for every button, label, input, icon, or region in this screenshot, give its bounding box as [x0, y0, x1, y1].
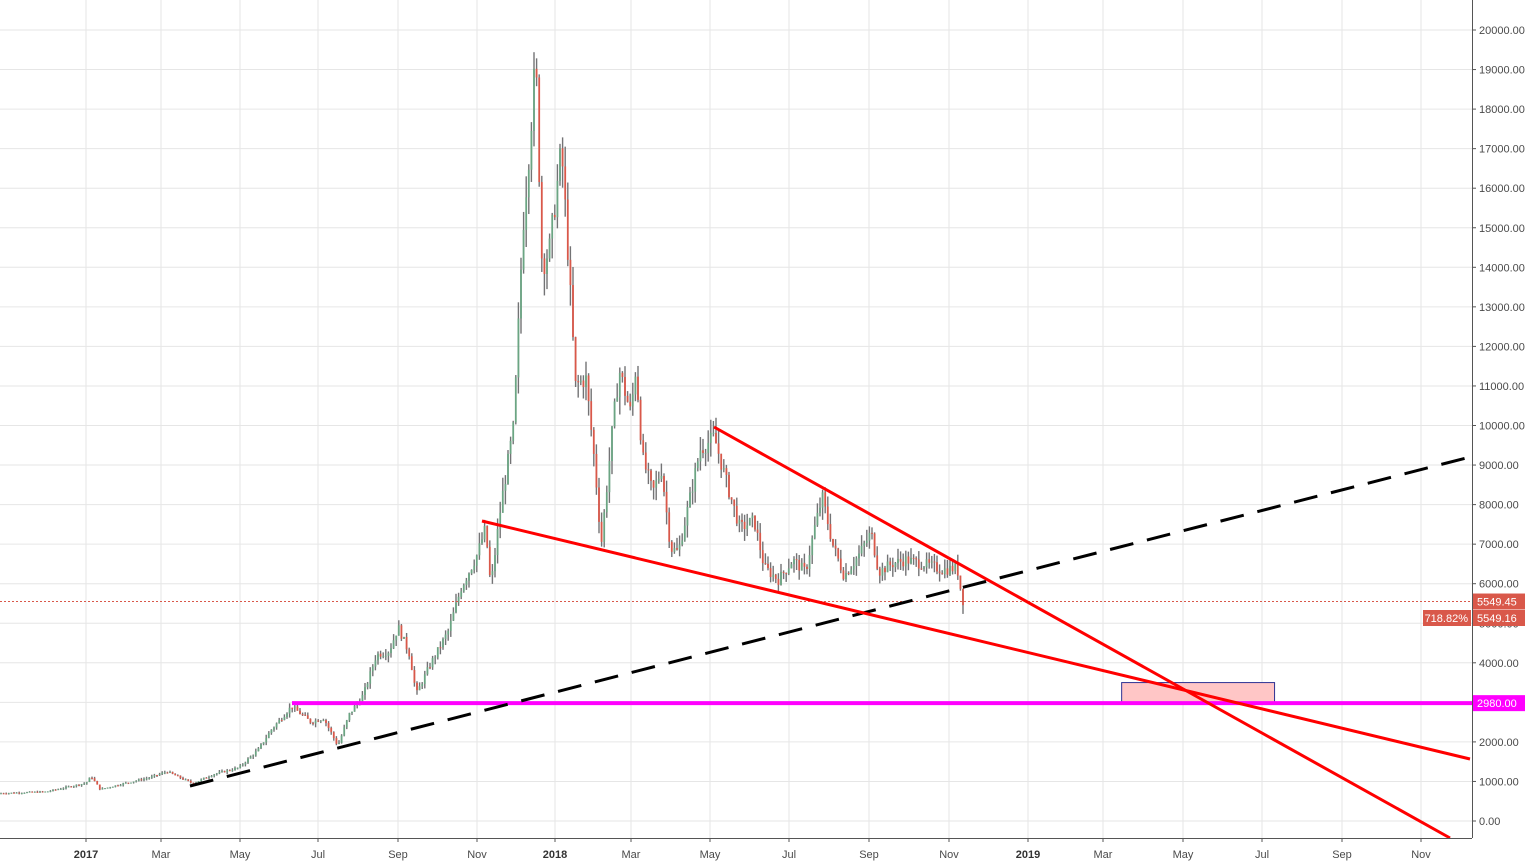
x-tick-label: Nov [467, 849, 487, 861]
y-tick-label: 18000.00 [1479, 104, 1525, 116]
support-price-badge [1473, 695, 1525, 712]
close-price-badge [1473, 610, 1525, 626]
x-tick-label: Sep [1332, 849, 1352, 861]
svg-text:5549.45: 5549.45 [1477, 597, 1517, 609]
y-tick-label: 15000.00 [1479, 223, 1525, 235]
x-tick-label: May [1173, 849, 1194, 861]
y-tick-label: 12000.00 [1479, 341, 1525, 353]
x-tick-label: Sep [859, 849, 879, 861]
y-tick-label: 20000.00 [1479, 25, 1525, 37]
x-tick-label: 2018 [543, 849, 567, 861]
x-tick-label: Jul [1255, 849, 1269, 861]
y-tick-label: 16000.00 [1479, 183, 1525, 195]
y-tick-label: 9000.00 [1479, 460, 1519, 472]
price-badges: 5549.45 5549.16 718.82% 2980.00 [1423, 593, 1525, 712]
x-tick-label: May [230, 849, 251, 861]
svg-text:718.82%: 718.82% [1425, 613, 1469, 625]
chart-grid [0, 0, 1472, 838]
x-tick-label: Jul [782, 849, 796, 861]
y-tick-label: 19000.00 [1479, 65, 1525, 77]
y-tick-label: 14000.00 [1479, 262, 1525, 274]
last-price-badge [1473, 593, 1525, 610]
y-tick-label: 10000.00 [1479, 421, 1525, 433]
chart-drawings[interactable] [0, 425, 1472, 840]
x-tick-label: May [700, 849, 721, 861]
upper-trendline[interactable] [713, 425, 1451, 840]
svg-text:2980.00: 2980.00 [1477, 698, 1517, 710]
y-tick-label: 17000.00 [1479, 144, 1525, 156]
x-tick-label: Nov [1411, 849, 1431, 861]
x-tick-label: Sep [388, 849, 408, 861]
candlestick-series [0, 52, 964, 795]
price-axis[interactable]: 0.001000.002000.003000.004000.005000.006… [1472, 0, 1528, 864]
time-axis[interactable]: 2017 Mar May Jul Sep Nov 2018 Mar May Jul Sep Nov 20… [0, 838, 1472, 864]
y-tick-label: 0.00 [1479, 816, 1500, 828]
dashed-trendline[interactable] [189, 455, 1471, 788]
x-tick-label: Mar [622, 849, 641, 861]
x-tick-label: Nov [939, 849, 959, 861]
y-tick-label: 6000.00 [1479, 579, 1519, 591]
y-tick-label: 4000.00 [1479, 658, 1519, 670]
y-tick-label: 11000.00 [1479, 381, 1524, 393]
x-tick-label: Mar [1094, 849, 1113, 861]
y-tick-label: 1000.00 [1479, 776, 1519, 788]
x-tick-label: 2019 [1016, 849, 1040, 861]
x-tick-label: Jul [311, 849, 325, 861]
y-tick-label: 7000.00 [1479, 539, 1519, 551]
y-tick-label: 8000.00 [1479, 500, 1519, 512]
y-tick-label: 13000.00 [1479, 302, 1525, 314]
percent-change-badge [1423, 610, 1471, 626]
x-tick-label: 2017 [74, 849, 98, 861]
x-tick-label: Mar [152, 849, 171, 861]
y-tick-label: 2000.00 [1479, 737, 1519, 749]
svg-text:5549.16: 5549.16 [1477, 613, 1517, 625]
lower-trendline[interactable] [481, 519, 1471, 761]
